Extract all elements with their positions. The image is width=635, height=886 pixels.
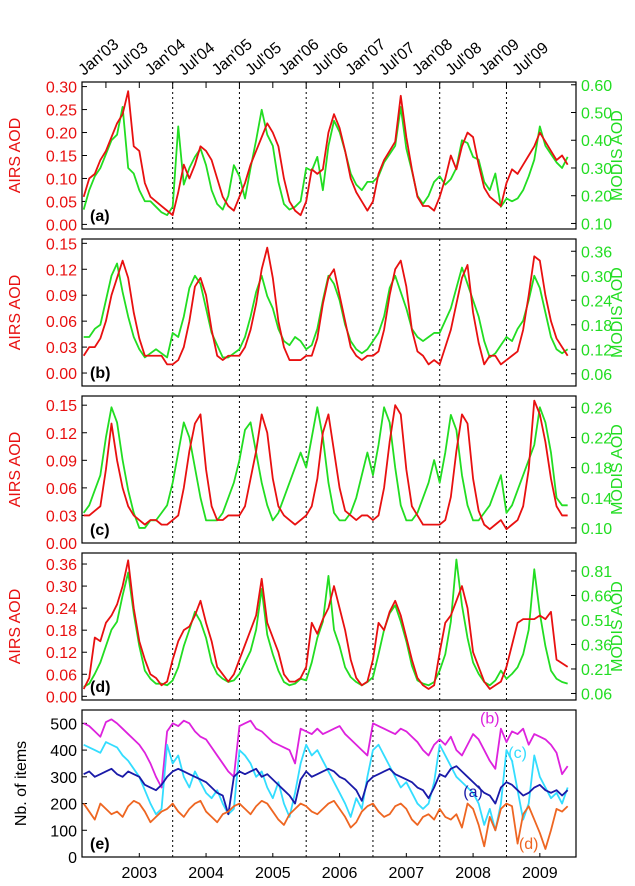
series-label: (b): [480, 710, 500, 727]
series-label: (d): [519, 836, 539, 853]
data-line: [83, 718, 569, 789]
y-axis-title: AIRS AOD: [7, 432, 24, 508]
data-line: [83, 741, 569, 832]
y2-tick-label: 0.14: [581, 491, 612, 508]
data-line: [83, 558, 568, 688]
x-tick-label: 2007: [389, 865, 425, 882]
x-tick-label: 2005: [255, 865, 291, 882]
x-tick-label: 2008: [455, 865, 491, 882]
panel-label: (b): [90, 365, 110, 382]
data-line: [82, 246, 569, 366]
y2-axis-title: MODIS AOD: [609, 110, 626, 201]
y-tick-label: 0.00: [46, 536, 77, 553]
y2-axis-title: MODIS AOD: [609, 581, 626, 672]
y2-tick-label: 0.51: [581, 613, 612, 630]
y2-tick-label: 0.10: [581, 216, 612, 233]
x-tick-label: 2004: [188, 865, 224, 882]
y-tick-label: 0.00: [46, 217, 77, 234]
y-tick-label: 0.00: [46, 366, 77, 383]
y-tick-label: 300: [50, 770, 77, 787]
y2-tick-label: 0.18: [581, 318, 612, 335]
y-tick-label: 400: [50, 743, 77, 760]
y2-tick-label: 0.36: [581, 637, 612, 654]
plot-frame: [81, 81, 577, 230]
y-tick-label: 0.25: [46, 103, 77, 120]
data-line: [83, 765, 569, 816]
panel-label: (e): [90, 836, 110, 853]
y2-tick-label: 0.12: [581, 342, 612, 359]
y-tick-label: 500: [50, 716, 77, 733]
y-tick-label: 0.06: [46, 314, 77, 331]
y-axis-title: AIRS AOD: [7, 589, 24, 665]
y-tick-label: 0.06: [46, 481, 77, 498]
panel-label: (a): [90, 208, 110, 225]
data-line: [82, 90, 569, 217]
y-tick-label: 0.36: [46, 557, 77, 574]
panel-label: (c): [90, 522, 110, 539]
data-line: [82, 799, 569, 850]
y-axis-title: AIRS AOD: [7, 275, 24, 351]
y-tick-label: 0.10: [46, 171, 77, 188]
data-line: [83, 262, 569, 359]
y2-tick-label: 0.30: [581, 161, 612, 178]
x-tick-label: 2009: [522, 865, 558, 882]
y-tick-label: 0.03: [46, 508, 77, 525]
data-line: [82, 106, 569, 217]
y-tick-label: 0.12: [46, 426, 77, 443]
y-tick-label: 0.20: [46, 126, 77, 143]
y-tick-label: 0.09: [46, 453, 77, 470]
y-tick-label: 0: [68, 850, 77, 867]
y-tick-label: 200: [50, 797, 77, 814]
y2-tick-label: 0.06: [581, 686, 612, 703]
y2-tick-label: 0.40: [581, 133, 612, 150]
y2-tick-label: 0.06: [581, 367, 612, 384]
y2-tick-label: 0.81: [581, 564, 612, 581]
y2-tick-label: 0.36: [581, 244, 612, 261]
plot-frame: [81, 552, 577, 701]
y-tick-label: 100: [50, 823, 77, 840]
plot-frame: [81, 238, 577, 387]
y-tick-label: 0.12: [46, 645, 77, 662]
y2-tick-label: 0.30: [581, 269, 612, 286]
y-tick-label: 0.05: [46, 194, 77, 211]
y-axis-title: Nb. of items: [13, 741, 30, 826]
series-label: (a): [463, 784, 483, 801]
y2-tick-label: 0.24: [581, 293, 612, 310]
y-axis-title: AIRS AOD: [7, 118, 24, 194]
plot-frame: [81, 709, 577, 858]
y2-tick-label: 0.10: [581, 521, 612, 538]
y-tick-label: 0.15: [46, 398, 77, 415]
y2-tick-label: 0.18: [581, 461, 612, 478]
data-line: [83, 399, 568, 531]
y-tick-label: 0.00: [46, 689, 77, 706]
y-tick-label: 0.15: [46, 149, 77, 166]
y-tick-label: 0.03: [46, 340, 77, 357]
y2-tick-label: 0.50: [581, 106, 612, 123]
data-line: [82, 559, 569, 690]
y-tick-label: 0.30: [46, 80, 77, 97]
y2-tick-label: 0.22: [581, 430, 612, 447]
y2-tick-label: 0.60: [581, 78, 612, 95]
data-line: [82, 406, 568, 529]
plot-frame: [81, 395, 577, 544]
y-tick-label: 0.30: [46, 579, 77, 596]
y-tick-label: 0.24: [46, 601, 77, 618]
y-tick-label: 0.06: [46, 667, 77, 684]
y2-axis-title: MODIS AOD: [609, 424, 626, 515]
series-label: (c): [508, 745, 527, 762]
x-tick-label: 2003: [122, 865, 158, 882]
x-tick-label: 2006: [322, 865, 358, 882]
panel-label: (d): [90, 679, 110, 696]
y2-tick-label: 0.66: [581, 588, 612, 605]
y2-axis-title: MODIS AOD: [609, 267, 626, 358]
y2-tick-label: 0.21: [581, 662, 612, 679]
y-tick-label: 0.15: [46, 236, 77, 253]
y-tick-label: 0.18: [46, 623, 77, 640]
y2-tick-label: 0.20: [581, 189, 612, 206]
y-tick-label: 0.09: [46, 288, 77, 305]
y-tick-label: 0.12: [46, 262, 77, 279]
y2-tick-label: 0.26: [581, 400, 612, 417]
